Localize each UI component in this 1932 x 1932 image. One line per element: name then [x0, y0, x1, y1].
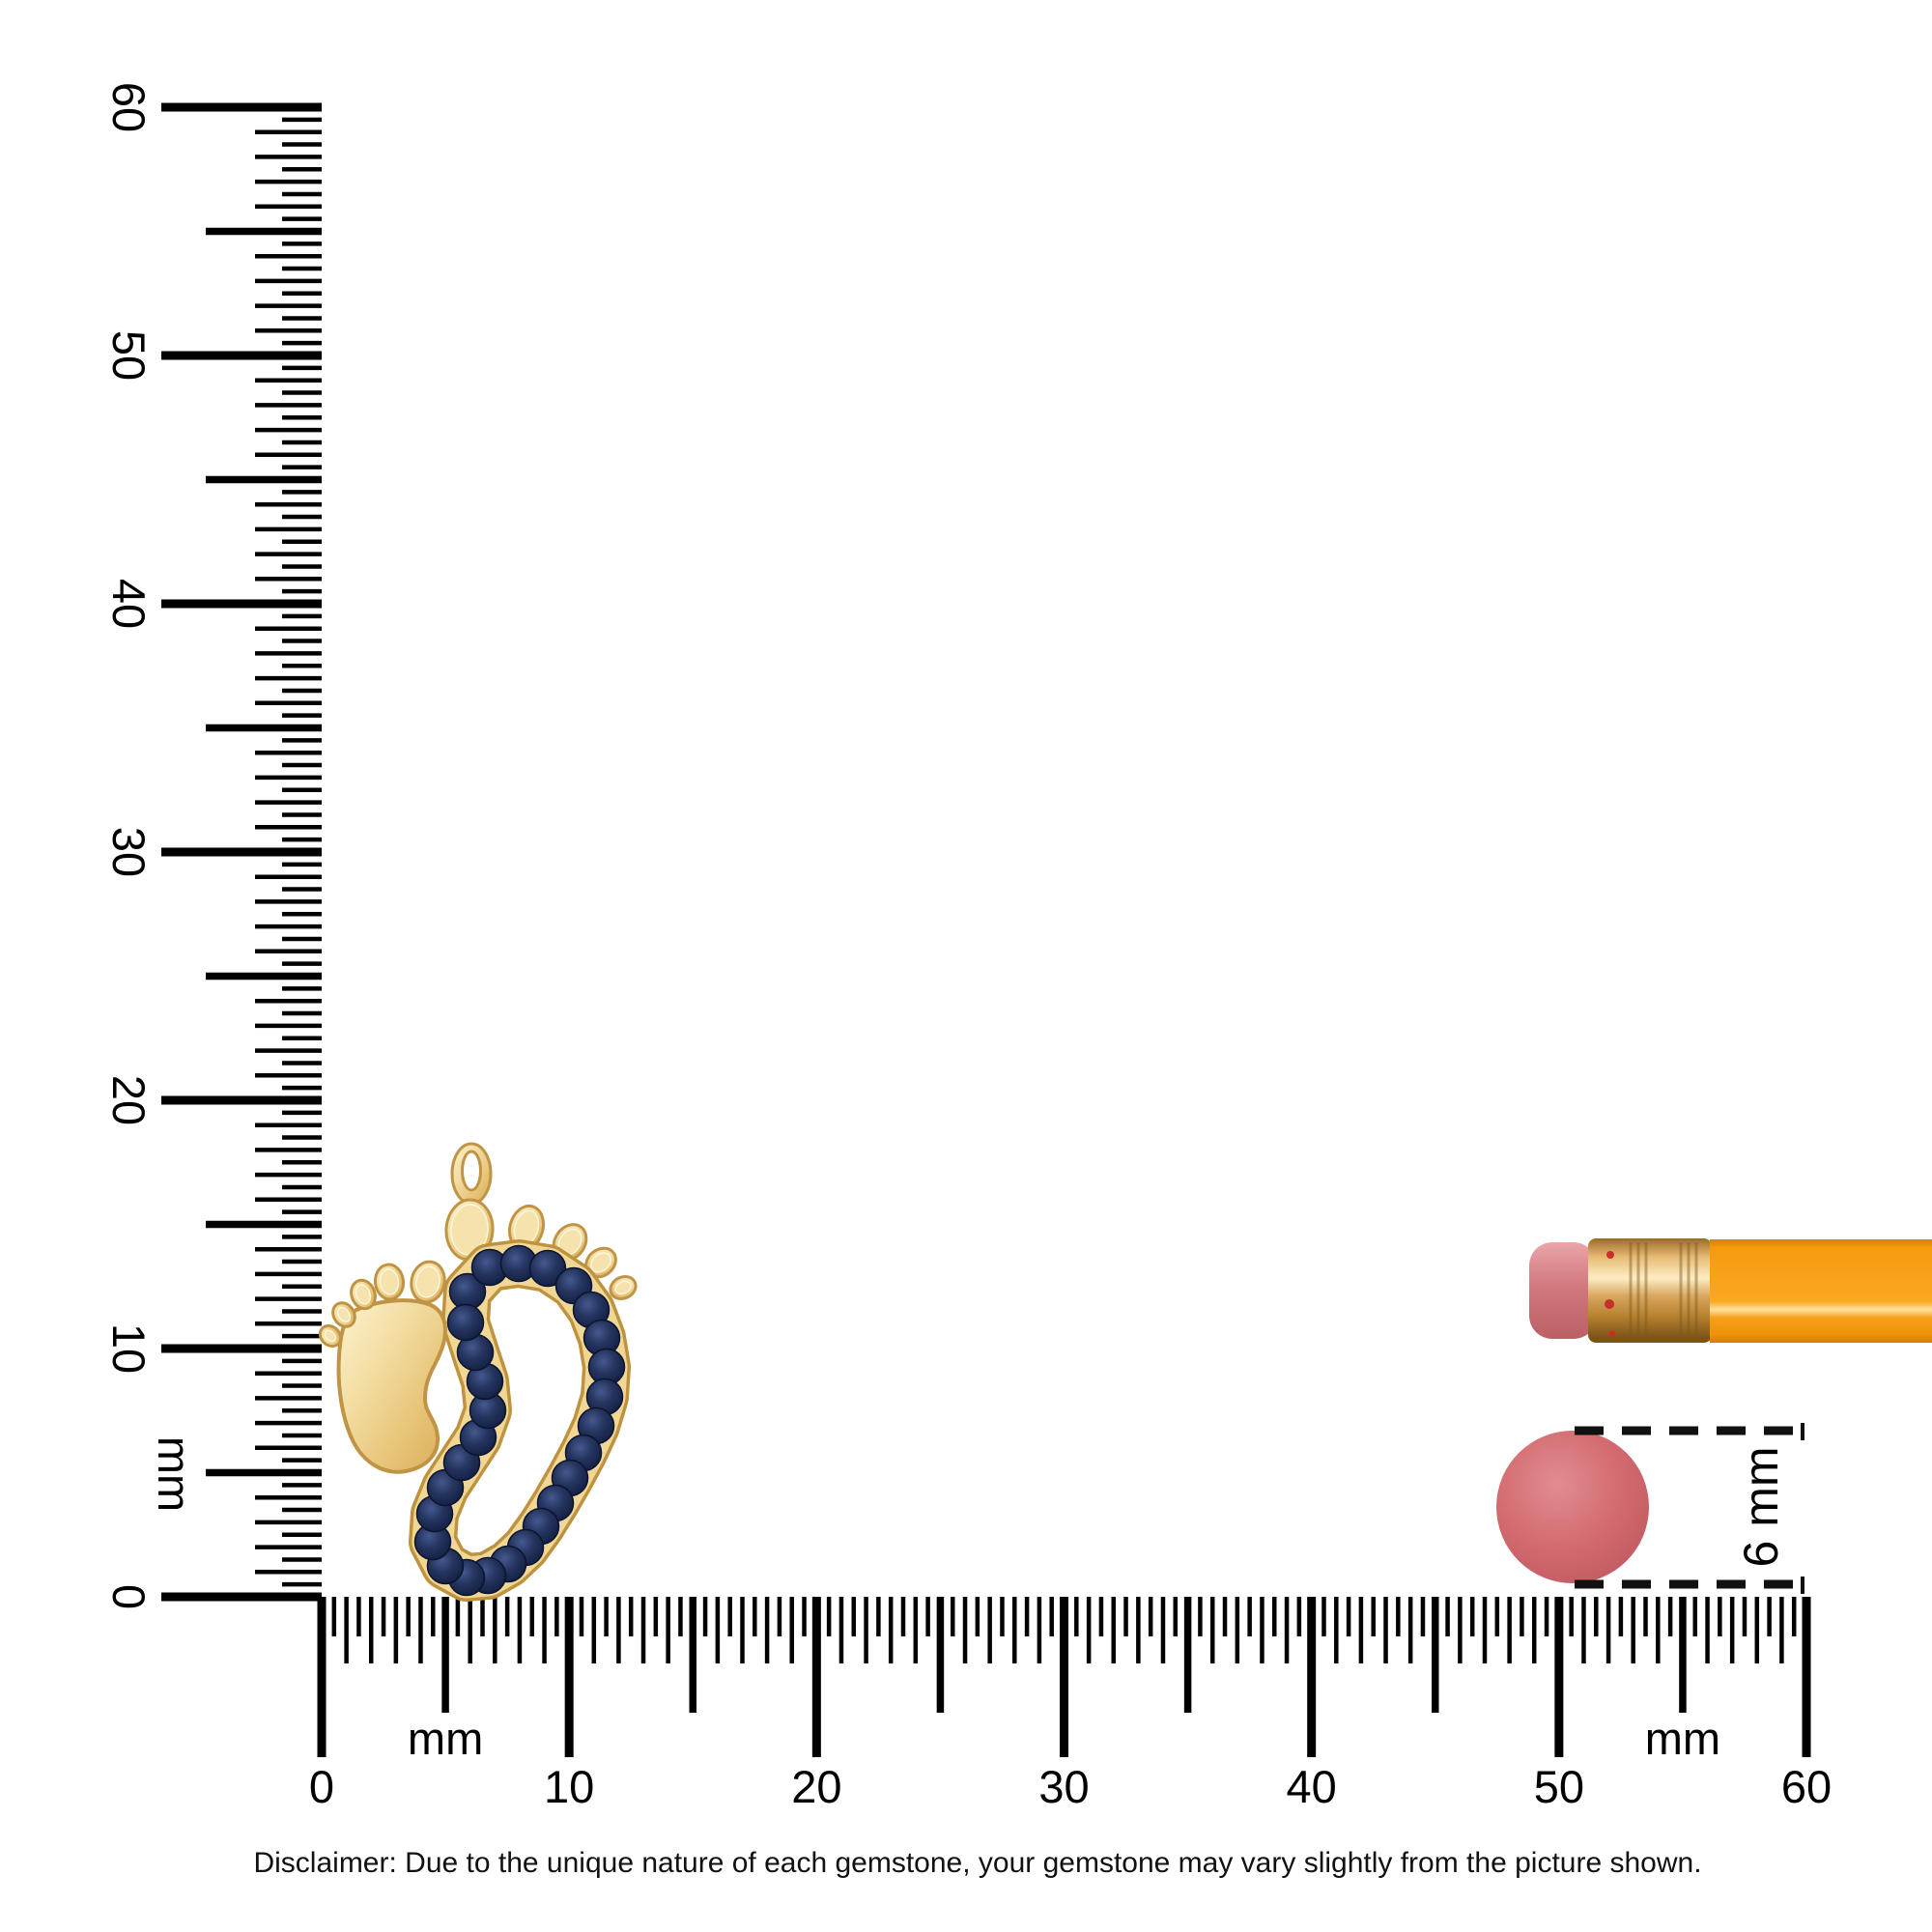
toe-face [450, 1204, 489, 1256]
v-ruler-label-40: 40 [103, 579, 155, 629]
toe-face [589, 1252, 612, 1273]
toe-face [324, 1329, 337, 1343]
h-ruler-label-0: 0 [309, 1761, 334, 1812]
large-foot-toes [444, 1198, 638, 1301]
size-reference: 6 mm [1496, 1423, 1804, 1594]
gemstone [446, 1303, 485, 1342]
toe-face [379, 1268, 400, 1295]
horizontal-ruler: 0 10 20 30 40 50 60 mm mm [309, 1597, 1832, 1812]
pencil-eraser [1529, 1242, 1597, 1339]
toe-face [415, 1265, 440, 1298]
h-ruler-label-30: 30 [1038, 1761, 1089, 1812]
h-ruler-label-50: 50 [1534, 1761, 1584, 1812]
ferrule-crimp-lines [1629, 1242, 1698, 1339]
h-ruler-label-20: 20 [791, 1761, 841, 1812]
dimension-annotation [1575, 1423, 1804, 1594]
toe-face [336, 1306, 352, 1323]
disclaimer-text: Disclaimer: Due to the unique nature of … [253, 1847, 1701, 1879]
pendant-bail [450, 1142, 493, 1206]
vertical-ruler: 0 10 20 30 40 50 60 mm [103, 82, 322, 1609]
toe-face [355, 1284, 372, 1305]
pencil-body [1710, 1239, 1932, 1343]
dimension-label: 6 mm [1734, 1447, 1788, 1568]
gemstone [528, 1249, 567, 1288]
h-ruler-label-60: 60 [1781, 1761, 1832, 1812]
baby-feet-pendant [318, 1142, 638, 1602]
small-foot-solid [336, 1298, 447, 1474]
v-ruler-label-20: 20 [103, 1075, 155, 1125]
large-foot-gemstone-outline [409, 1239, 631, 1602]
h-ruler-unit-label: mm [1645, 1713, 1720, 1764]
h-ruler-label-10: 10 [544, 1761, 594, 1812]
h-ruler-unit-label: mm [408, 1713, 483, 1764]
ferrule-dots [1605, 1251, 1616, 1338]
v-ruler-unit-label: mm [149, 1436, 200, 1512]
v-ruler-label-0: 0 [103, 1584, 155, 1609]
v-ruler-label-60: 60 [103, 82, 155, 132]
v-ruler-label-50: 50 [103, 330, 155, 381]
v-ruler-label-30: 30 [103, 827, 155, 877]
size-reference-circle [1496, 1431, 1649, 1583]
toe-face [614, 1280, 632, 1295]
v-ruler-label-10: 10 [103, 1323, 155, 1374]
small-foot-toes [318, 1260, 446, 1349]
pencil-ferrule [1588, 1238, 1712, 1343]
h-ruler-label-40: 40 [1287, 1761, 1337, 1812]
pencil [1529, 1238, 1932, 1343]
